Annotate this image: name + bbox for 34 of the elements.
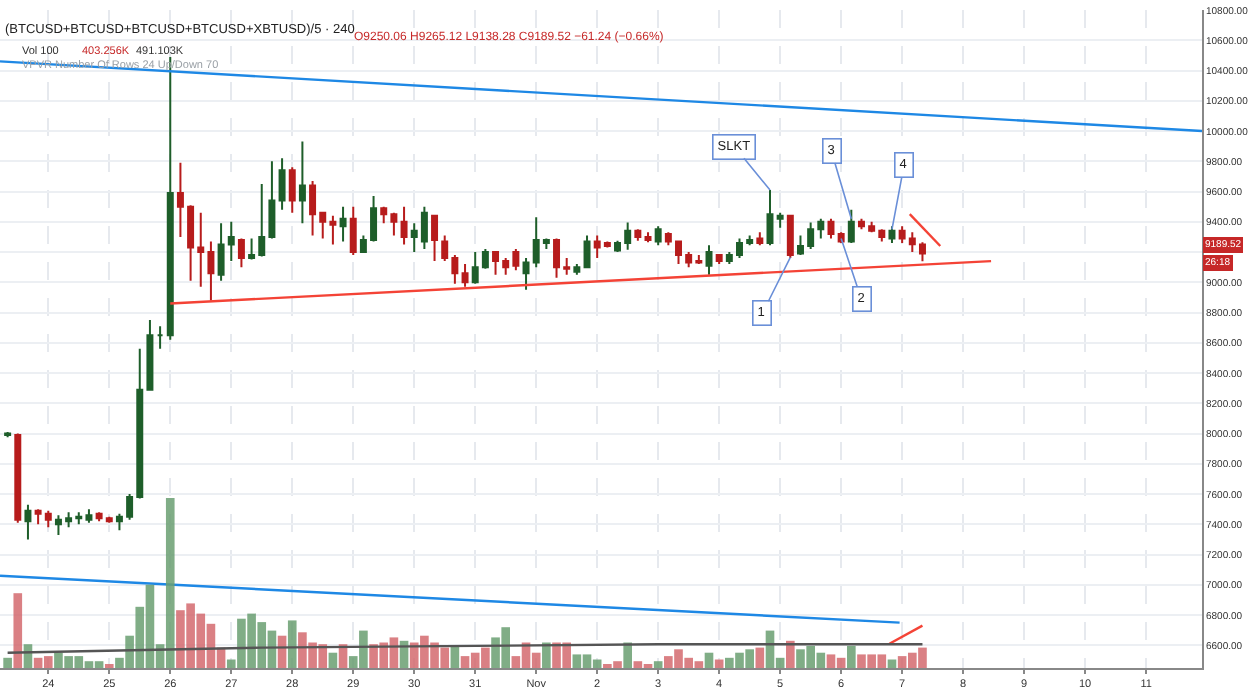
bar xyxy=(755,647,765,668)
bar xyxy=(328,652,338,668)
candlestick xyxy=(888,225,896,244)
candlestick xyxy=(237,237,245,269)
bar xyxy=(704,652,714,668)
candlestick xyxy=(349,205,357,257)
candlestick xyxy=(776,211,784,229)
candlestick xyxy=(847,208,855,244)
bar xyxy=(287,620,297,668)
candlestick xyxy=(400,205,408,246)
bar xyxy=(653,661,663,668)
candlestick xyxy=(278,157,286,211)
candlestick xyxy=(156,325,164,350)
candlestick xyxy=(715,254,723,266)
candlestick xyxy=(766,189,774,247)
candlestick xyxy=(756,231,764,247)
candlestick xyxy=(705,244,713,276)
bar xyxy=(786,640,795,668)
candlestick xyxy=(14,432,22,524)
candlestick xyxy=(654,225,662,247)
bar xyxy=(13,593,23,668)
candlestick xyxy=(644,231,652,244)
bar xyxy=(3,657,12,668)
candlestick xyxy=(634,228,642,242)
candlestick xyxy=(339,205,347,243)
bar xyxy=(542,642,551,668)
candlestick xyxy=(24,503,32,541)
candlestick xyxy=(461,263,469,288)
bar xyxy=(847,645,856,668)
candlestick xyxy=(288,166,296,214)
candlestick xyxy=(573,263,581,276)
candlestick xyxy=(583,234,591,269)
candlestick xyxy=(786,214,794,260)
candlestick xyxy=(298,140,306,225)
